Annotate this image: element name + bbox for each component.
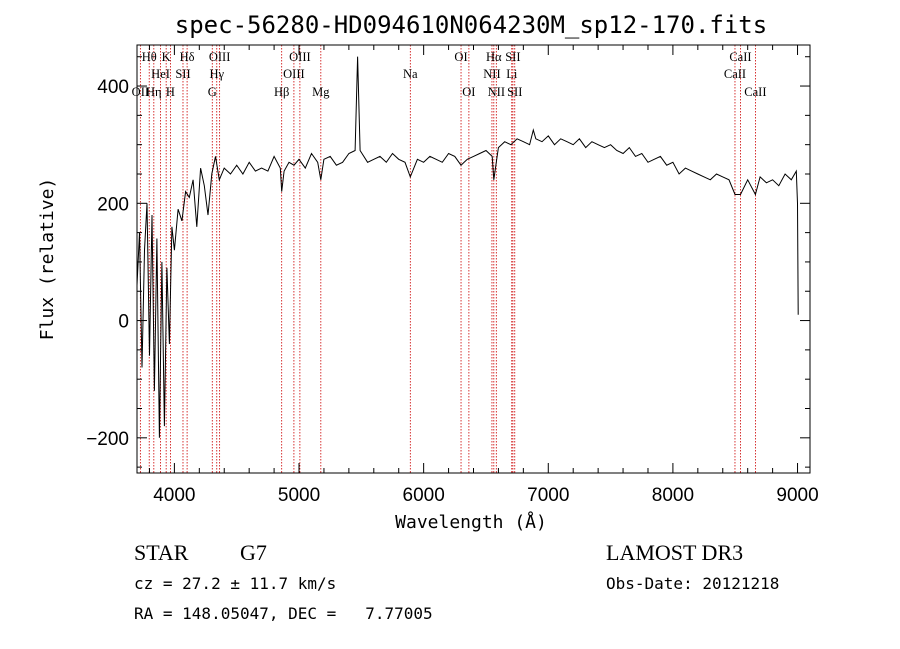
- line-label: NII: [483, 67, 500, 81]
- x-tick-label: 6000: [403, 485, 445, 506]
- subclass: G7: [240, 540, 267, 565]
- x-tick-label: 4000: [153, 485, 195, 506]
- y-tick-label: 0: [118, 312, 129, 333]
- line-label: CaII: [724, 67, 746, 81]
- x-tick-label: 8000: [652, 485, 694, 506]
- plot-frame: [136, 44, 811, 474]
- x-axis-label: Wavelength (Å): [395, 511, 547, 533]
- y-tick-label: 400: [97, 77, 129, 98]
- redshift-info: cz = 27.2 ± 11.7 km/s: [134, 574, 336, 593]
- line-label: CaII: [729, 50, 751, 64]
- line-label: Hγ: [209, 67, 224, 81]
- line-label: OI: [454, 50, 467, 64]
- line-id-labels: OIIHθHηHeIKHSIIHδGHγOIIIHβOIIIOIIIMgNaOI…: [132, 50, 767, 99]
- line-label: SII: [175, 67, 190, 81]
- line-label: SII: [505, 50, 520, 64]
- line-label: Hη: [146, 85, 162, 99]
- x-tick-label: 7000: [527, 485, 569, 506]
- line-label: G: [208, 85, 217, 99]
- line-id-markers: [139, 45, 756, 473]
- line-label: HeI: [151, 67, 170, 81]
- line-label: OIII: [209, 50, 231, 64]
- line-label: Hθ: [142, 50, 157, 64]
- object-type: STAR: [134, 540, 189, 565]
- y-axis-label: Flux (relative): [37, 178, 58, 341]
- y-axis-ticks: −200 0 200 400: [86, 56, 810, 468]
- y-tick-label: −200: [86, 429, 129, 450]
- spectrum-line: [136, 56, 799, 438]
- line-label: Na: [403, 67, 418, 81]
- x-tick-label: 5000: [278, 485, 320, 506]
- line-label: Li: [506, 67, 518, 81]
- line-label: CaII: [744, 85, 766, 99]
- coordinates: RA = 148.05047, DEC = 7.77005: [134, 604, 433, 623]
- line-label: OI: [462, 85, 475, 99]
- line-label: NII: [488, 85, 505, 99]
- line-label: Hδ: [180, 50, 195, 64]
- x-axis-ticks: 4000 5000 6000 7000 8000 9000: [148, 45, 819, 506]
- y-tick-label: 200: [97, 194, 129, 215]
- line-label: Hα: [486, 50, 502, 64]
- line-label: H: [166, 85, 175, 99]
- line-label: OII: [132, 85, 149, 99]
- chart-title: spec-56280-HD094610N064230M_sp12-170.fit…: [175, 11, 767, 39]
- line-label: K: [162, 50, 171, 64]
- line-label: Hβ: [274, 85, 289, 99]
- survey-name: LAMOST DR3: [606, 540, 743, 565]
- line-label: SII: [507, 85, 522, 99]
- line-label: Mg: [312, 85, 330, 99]
- observation-date: Obs-Date: 20121218: [606, 574, 779, 593]
- line-label: OIII: [283, 67, 305, 81]
- line-label: OIII: [289, 50, 311, 64]
- x-tick-label: 9000: [776, 485, 818, 506]
